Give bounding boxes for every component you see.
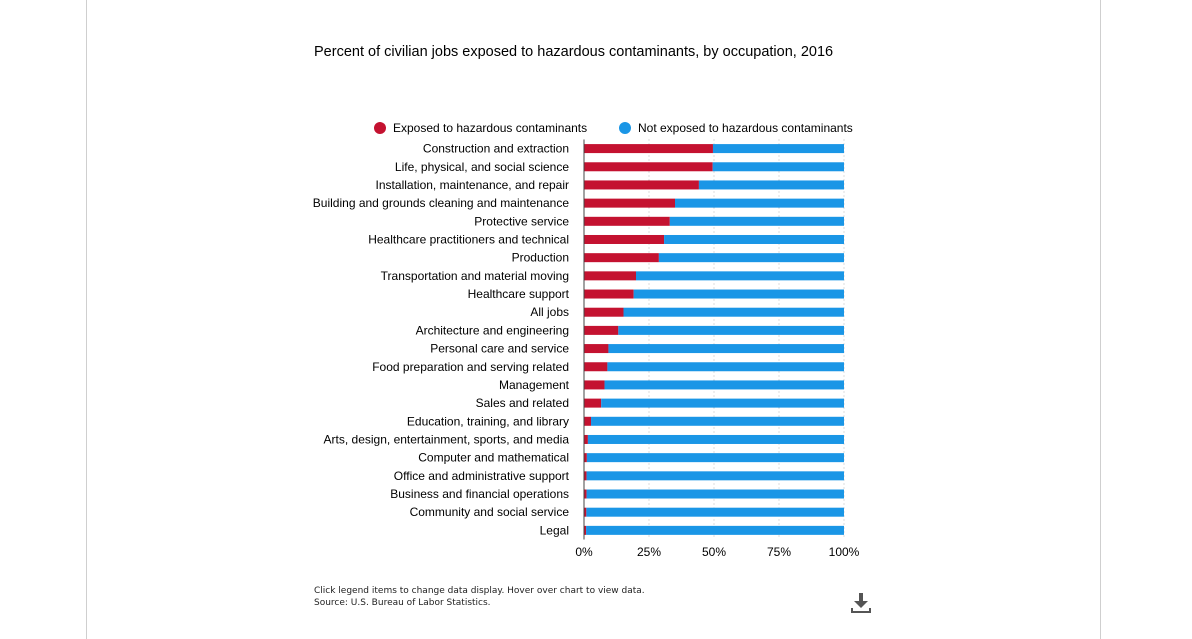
bar-exposed[interactable] <box>584 180 699 190</box>
bar-exposed[interactable] <box>584 234 665 244</box>
bar-exposed[interactable] <box>584 271 636 281</box>
legend-marker-not-exposed <box>619 122 631 134</box>
bar-exposed[interactable] <box>584 525 587 535</box>
legend-label-not-exposed: Not exposed to hazardous contaminants <box>638 121 853 135</box>
bar-exposed[interactable] <box>584 162 713 172</box>
x-tick-label: 75% <box>767 545 791 559</box>
category-label: Education, training, and library <box>407 414 569 428</box>
category-label: Architecture and engineering <box>416 323 569 337</box>
category-label: Business and financial operations <box>390 487 569 501</box>
category-label: Building and grounds cleaning and mainte… <box>313 196 570 210</box>
category-label: Construction and extraction <box>423 142 569 156</box>
x-tick-label: 50% <box>702 545 726 559</box>
bar-not-exposed[interactable] <box>607 362 844 372</box>
category-label: Community and social service <box>410 505 570 519</box>
bar-exposed[interactable] <box>584 398 602 408</box>
chart-title: Percent of civilian jobs exposed to haza… <box>314 44 834 60</box>
category-label: Management <box>499 378 570 392</box>
bar-not-exposed[interactable] <box>586 507 844 517</box>
category-label: Computer and mathematical <box>418 451 569 465</box>
bar-exposed[interactable] <box>584 216 670 226</box>
x-tick-label: 100% <box>829 545 860 559</box>
chart-notes: Click legend items to change data displa… <box>314 585 645 609</box>
bar-not-exposed[interactable] <box>586 453 844 463</box>
bar-not-exposed[interactable] <box>633 289 844 299</box>
bar-not-exposed[interactable] <box>658 253 844 263</box>
bar-not-exposed[interactable] <box>604 380 844 390</box>
bar-exposed[interactable] <box>584 489 587 499</box>
category-label: Healthcare support <box>468 287 570 301</box>
chart-frame <box>86 0 1101 639</box>
category-label: Sales and related <box>476 396 569 410</box>
category-label: Transportation and material moving <box>381 269 569 283</box>
bar-not-exposed[interactable] <box>586 471 844 481</box>
category-label: Life, physical, and social science <box>395 160 569 174</box>
category-label: Legal <box>540 523 569 537</box>
bar-not-exposed[interactable] <box>586 525 844 535</box>
bar-not-exposed[interactable] <box>591 416 844 426</box>
bar-exposed[interactable] <box>584 416 592 426</box>
legend-marker-exposed <box>374 122 386 134</box>
category-label: Installation, maintenance, and repair <box>376 178 569 192</box>
bar-exposed[interactable] <box>584 307 624 317</box>
bar-not-exposed[interactable] <box>669 216 844 226</box>
category-label: Production <box>512 251 569 265</box>
bar-exposed[interactable] <box>584 325 619 335</box>
bar-not-exposed[interactable] <box>618 325 844 335</box>
bar-exposed[interactable] <box>584 144 713 154</box>
category-label: Office and administrative support <box>394 469 570 483</box>
category-label: Personal care and service <box>430 342 569 356</box>
chart-source: Source: U.S. Bureau of Labor Statistics. <box>314 598 491 608</box>
bar-not-exposed[interactable] <box>712 144 844 154</box>
bar-exposed[interactable] <box>584 362 608 372</box>
bar-exposed[interactable] <box>584 253 659 263</box>
bar-exposed[interactable] <box>584 453 587 463</box>
bar-exposed[interactable] <box>584 471 587 481</box>
x-tick-label: 0% <box>575 545 593 559</box>
bar-exposed[interactable] <box>584 380 605 390</box>
chart-instructions: Click legend items to change data displa… <box>314 586 645 596</box>
bar-not-exposed[interactable] <box>586 489 844 499</box>
bar-exposed[interactable] <box>584 434 588 444</box>
category-label: Healthcare practitioners and technical <box>368 232 569 246</box>
bar-exposed[interactable] <box>584 344 609 354</box>
bar-not-exposed[interactable] <box>608 344 844 354</box>
bar-not-exposed[interactable] <box>712 162 844 172</box>
bar-not-exposed[interactable] <box>623 307 844 317</box>
legend-label-exposed: Exposed to hazardous contaminants <box>393 121 588 135</box>
download-icon[interactable] <box>849 591 873 615</box>
category-label: Protective service <box>474 214 569 228</box>
category-label: All jobs <box>530 305 569 319</box>
category-label: Arts, design, entertainment, sports, and… <box>324 432 570 446</box>
bar-exposed[interactable] <box>584 507 587 517</box>
bar-not-exposed[interactable] <box>587 434 844 444</box>
bar-exposed[interactable] <box>584 198 675 208</box>
bar-not-exposed[interactable] <box>601 398 844 408</box>
bar-not-exposed[interactable] <box>636 271 844 281</box>
category-label: Food preparation and serving related <box>372 360 569 374</box>
bar-not-exposed[interactable] <box>675 198 844 208</box>
bar-not-exposed[interactable] <box>664 234 844 244</box>
bar-not-exposed[interactable] <box>698 180 844 190</box>
bar-exposed[interactable] <box>584 289 634 299</box>
x-tick-label: 25% <box>637 545 661 559</box>
